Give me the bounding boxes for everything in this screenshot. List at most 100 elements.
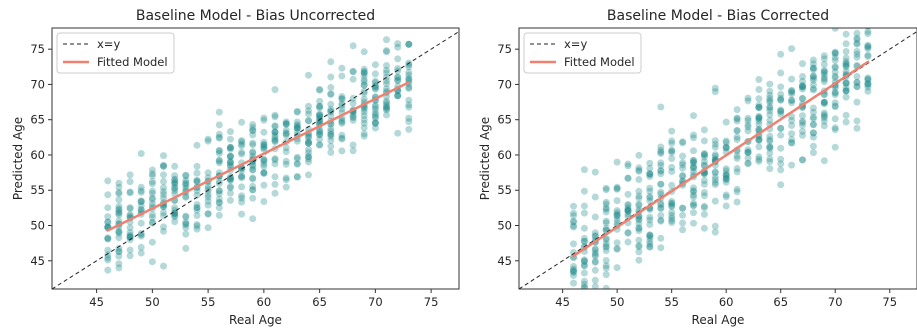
scatter-point [700, 158, 708, 166]
scatter-point [383, 77, 390, 85]
x-axis-label: Real Age [229, 313, 282, 327]
scatter-point [271, 128, 279, 136]
scatter-point [104, 204, 112, 212]
scatter-point [204, 224, 212, 232]
scatter-point [777, 160, 785, 168]
scatter-point [383, 48, 390, 56]
scatter-point [137, 197, 145, 205]
scatter-point [690, 159, 697, 167]
scatter-point [104, 251, 112, 259]
scatter-point [646, 234, 654, 242]
scatter-point [126, 188, 134, 196]
scatter-point [755, 136, 763, 144]
scatter-point [679, 164, 687, 172]
scatter-point [327, 133, 335, 140]
scatter-point [733, 154, 741, 162]
scatter-point [864, 28, 872, 35]
scatter-point [690, 199, 697, 207]
scatter-point [338, 134, 346, 142]
scatter-point [809, 149, 817, 157]
scatter-point [690, 162, 697, 170]
scatter-point [657, 170, 665, 178]
scatter-point [305, 107, 312, 115]
scatter-point [700, 153, 708, 161]
scatter-point [371, 105, 379, 113]
scatter-point [226, 143, 234, 151]
scatter-point [126, 246, 134, 254]
scatter-point [831, 89, 839, 97]
scatter-point [204, 191, 212, 199]
scatter-point [722, 165, 730, 173]
scatter-point [700, 126, 708, 134]
scatter-point [657, 201, 665, 209]
scatter-point [766, 155, 774, 163]
scatter-point [766, 149, 774, 157]
scatter-point [602, 198, 610, 206]
scatter-point [282, 130, 290, 138]
scatter-point [360, 65, 368, 73]
scatter-point [383, 36, 390, 44]
scatter-point [282, 131, 290, 139]
scatter-point [613, 209, 621, 217]
scatter-point [755, 86, 763, 93]
scatter-point [842, 118, 850, 126]
scatter-point [820, 71, 828, 79]
scatter-point [316, 117, 324, 125]
scatter-point [624, 207, 632, 215]
scatter-point [293, 118, 301, 126]
scatter-point [104, 266, 112, 274]
scatter-point [809, 104, 817, 112]
scatter-point [711, 197, 719, 205]
scatter-point [657, 205, 665, 212]
scatter-point [148, 258, 156, 266]
legend: x=y Fitted Model [523, 32, 642, 74]
scatter-point [700, 202, 708, 210]
scatter-point [799, 121, 806, 129]
scatter-point [160, 223, 167, 231]
scatter-point [193, 221, 201, 228]
scatter-point [360, 72, 368, 80]
scatter-point [360, 89, 368, 97]
scatter-point [602, 184, 610, 192]
scatter-point [722, 174, 730, 182]
scatter-point [570, 279, 577, 287]
scatter-point [733, 115, 741, 123]
scatter-point [171, 175, 179, 183]
scatter-point [204, 137, 212, 145]
scatter-point [338, 147, 346, 155]
scatter-point [148, 187, 156, 195]
scatter-point [405, 75, 413, 83]
scatter-point [349, 147, 357, 155]
scatter-point [690, 134, 697, 142]
y-tick-label: 50 [497, 219, 512, 233]
scatter-point [360, 48, 368, 56]
scatter-point [115, 227, 123, 235]
scatter-point [249, 186, 257, 194]
scatter-point [733, 188, 741, 196]
scatter-point [766, 111, 774, 119]
scatter-point [799, 82, 806, 90]
scatter-point [602, 217, 610, 225]
scatter-point [613, 245, 621, 253]
scatter-point [371, 82, 379, 90]
scatter-point [602, 200, 610, 208]
scatter-point [171, 184, 179, 192]
scatter-point [193, 201, 201, 208]
scatter-point [383, 66, 390, 74]
scatter-point [271, 132, 279, 139]
scatter-point [226, 184, 234, 192]
scatter-point [788, 117, 796, 125]
scatter-point [182, 181, 190, 189]
scatter-point [260, 141, 268, 149]
scatter-point [581, 290, 588, 297]
scatter-point [204, 182, 212, 190]
scatter-point [733, 136, 741, 143]
scatter-point [405, 63, 413, 71]
scatter-point [602, 243, 610, 251]
scatter-point [394, 92, 402, 99]
scatter-point [831, 48, 839, 56]
scatter-point [842, 60, 850, 67]
scatter-point [293, 160, 301, 167]
scatter-point [646, 193, 654, 200]
scatter-point [215, 134, 223, 142]
